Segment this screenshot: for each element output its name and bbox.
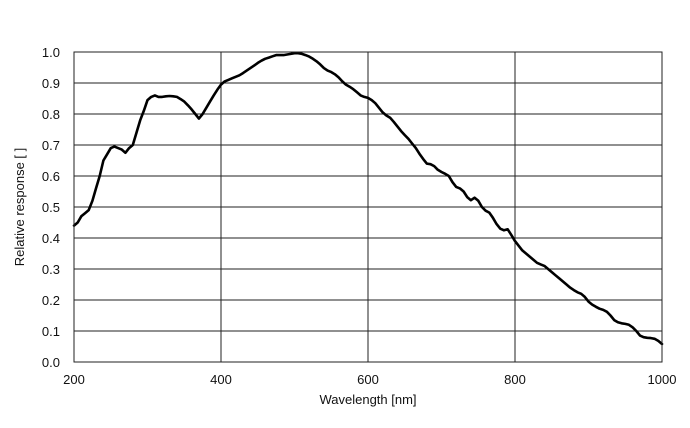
plot-frame: [73, 51, 663, 363]
y-tick-label: 0.8: [42, 107, 60, 122]
x-tick-label: 800: [504, 372, 526, 387]
y-tick-label: 0.6: [42, 169, 60, 184]
y-tick-labels: 0.0 0.1 0.2 0.3 0.4 0.5 0.6 0.7 0.8 0.9 1.0: [42, 45, 60, 370]
x-tick-labels: 200 400 600 800 1000: [63, 372, 676, 387]
y-tick-label: 0.1: [42, 324, 60, 339]
series-line: [72, 51, 664, 346]
y-tick-label: 0.2: [42, 293, 60, 308]
y-tick-label: 0.0: [42, 355, 60, 370]
y-tick-label: 0.9: [42, 76, 60, 91]
x-tick-label: 400: [210, 372, 232, 387]
x-tick-label: 600: [357, 372, 379, 387]
x-axis-title: Wavelength [nm]: [319, 392, 416, 407]
y-tick-label: 1.0: [42, 45, 60, 60]
x-tick-label: 1000: [648, 372, 677, 387]
series-group: [72, 51, 664, 346]
y-tick-label: 0.7: [42, 138, 60, 153]
y-axis-title: Relative response [ ]: [12, 148, 27, 267]
y-tick-label: 0.4: [42, 231, 60, 246]
x-tick-label: 200: [63, 372, 85, 387]
y-tick-label: 0.5: [42, 200, 60, 215]
y-tick-label: 0.3: [42, 262, 60, 277]
